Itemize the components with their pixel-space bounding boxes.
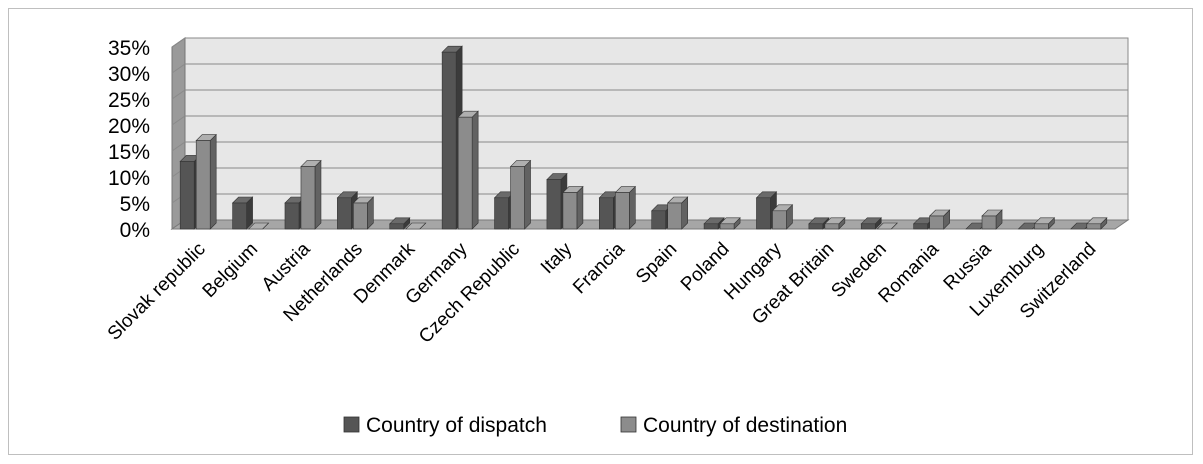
bar-destination bbox=[1033, 217, 1056, 230]
bar-destination bbox=[719, 217, 741, 230]
legend-label: Country of destination bbox=[643, 414, 847, 437]
x-tick-label: Spain bbox=[632, 239, 681, 288]
x-tick-label: Slovak republic bbox=[104, 239, 210, 345]
bar-destination bbox=[771, 204, 794, 230]
legend-swatch bbox=[620, 416, 637, 433]
bar-dispatch bbox=[389, 217, 411, 230]
x-tick-label: Francia bbox=[569, 238, 629, 298]
x-tick-label: Belgium bbox=[199, 239, 262, 302]
legend-label: Country of dispatch bbox=[366, 414, 547, 437]
y-axis-ticks: 0% 5% 10% 15% 20% 25% 30% 35% bbox=[108, 37, 150, 242]
gridline bbox=[171, 89, 1128, 100]
bar-dispatch bbox=[231, 196, 254, 230]
bar-destination bbox=[562, 185, 584, 230]
bar-destination bbox=[195, 133, 217, 230]
y-tick-label: 10% bbox=[108, 167, 150, 190]
bar-destination bbox=[352, 196, 375, 230]
bar-destination bbox=[1086, 217, 1108, 230]
y-tick-label: 35% bbox=[108, 37, 150, 60]
y-tick-label: 5% bbox=[120, 193, 150, 216]
gridline bbox=[171, 37, 1128, 48]
bar-destination bbox=[981, 209, 1003, 230]
y-tick-label: 0% bbox=[120, 219, 150, 242]
x-axis-labels: Slovak republicBelgiumAustriaNetherlands… bbox=[104, 238, 1101, 347]
gridline bbox=[171, 63, 1128, 74]
legend-item-destination: Country of destination bbox=[620, 414, 847, 437]
legend-swatch bbox=[343, 416, 360, 433]
bar-dispatch bbox=[860, 217, 882, 230]
back-wall bbox=[184, 37, 1129, 221]
bar-destination bbox=[876, 222, 898, 230]
bar-dispatch bbox=[703, 217, 725, 230]
bar-destination bbox=[509, 159, 532, 230]
bar-destination bbox=[928, 209, 951, 230]
bars bbox=[179, 45, 1108, 230]
bar-destination bbox=[824, 217, 846, 230]
y-tick-label: 20% bbox=[108, 115, 150, 138]
gridline bbox=[171, 141, 1128, 152]
legend-item-dispatch: Country of dispatch bbox=[343, 414, 547, 437]
bar-destination bbox=[457, 110, 479, 230]
bar-destination bbox=[247, 222, 270, 230]
y-tick-label: 25% bbox=[108, 89, 150, 112]
y-tick-label: 30% bbox=[108, 63, 150, 86]
x-tick-label: Italy bbox=[537, 238, 577, 278]
bar-destination bbox=[300, 159, 322, 230]
gridline bbox=[171, 115, 1128, 126]
y-tick-label: 15% bbox=[108, 141, 150, 164]
legend: Country of dispatch Country of destinatio… bbox=[343, 414, 847, 437]
bar-destination bbox=[405, 222, 427, 230]
bar-destination bbox=[666, 196, 689, 230]
bar-destination bbox=[614, 185, 637, 230]
